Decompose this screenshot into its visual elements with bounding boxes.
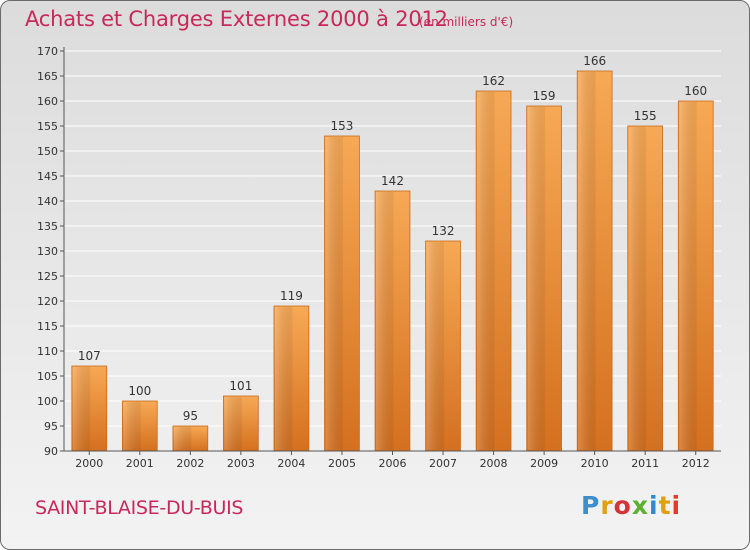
data-label: 155 [634,109,657,123]
data-label: 119 [280,289,303,303]
proxiti-logo: Proxiti [581,491,681,520]
y-tick-label: 90 [44,445,58,458]
bar-highlight [173,427,192,450]
chart-unit: (en milliers d'€) [419,15,514,29]
x-tick-label: 2006 [379,457,407,470]
x-tick-label: 2000 [75,457,103,470]
bar-highlight [224,397,242,450]
data-label: 166 [583,54,606,68]
y-tick-label: 135 [37,220,58,233]
x-tick-label: 2012 [682,457,710,470]
logo-letter: i [671,491,682,520]
y-tick-label: 120 [37,295,58,308]
data-label: 159 [533,89,556,103]
y-tick-label: 155 [37,120,58,133]
data-label: 132 [432,224,455,238]
bar-highlight [527,107,546,450]
x-tick-label: 2010 [581,457,609,470]
data-label: 153 [331,119,354,133]
y-tick-label: 160 [37,95,58,108]
bar-highlight [679,102,697,450]
y-tick-label: 140 [37,195,58,208]
logo-letter: i [649,491,659,520]
y-tick-label: 105 [37,370,58,383]
bar-highlight [274,307,293,450]
data-label: 95 [183,409,198,423]
y-tick-label: 145 [37,170,58,183]
x-axis-ticks: 2000 2001 2002 2003 2004 2005 2006 2007 2008 2009… [75,451,710,470]
x-tick-label: 2009 [530,457,558,470]
data-label: 107 [78,349,101,363]
y-tick-label: 95 [44,420,58,433]
logo-letter: t [658,491,672,520]
logo-letter: P [581,491,601,520]
bar-highlight [578,72,596,450]
x-tick-label: 2005 [328,457,356,470]
y-tick-label: 170 [37,45,58,58]
bar-highlight [426,242,445,450]
x-tick-label: 2001 [126,457,154,470]
x-tick-label: 2003 [227,457,255,470]
x-tick-label: 2004 [277,457,305,470]
y-tick-label: 130 [37,245,58,258]
x-tick-label: 2002 [176,457,204,470]
x-tick-label: 2007 [429,457,457,470]
data-label: 160 [684,84,707,98]
y-tick-label: 115 [37,320,58,333]
bar-highlight [628,127,647,450]
data-labels: 107 100 95 101 119 153 142 132 162 159 166 155 160 [78,54,707,423]
chart-title: Achats et Charges Externes 2000 à 2012 [25,7,448,31]
y-tick-label: 110 [37,345,58,358]
bar-highlight [376,192,394,450]
y-axis-ticks: 90 95 100 105 110 115 120 125 130 135 140 145 150 155… [37,45,64,458]
x-tick-label: 2011 [631,457,659,470]
bar-highlight [325,137,343,450]
bar-highlight [72,367,91,450]
x-tick-label: 2008 [480,457,508,470]
y-tick-label: 165 [37,70,58,83]
data-label: 100 [128,384,151,398]
logo-letter: o [613,491,632,520]
bars [71,70,714,452]
logo-letter: r [600,491,614,520]
logo-letter: x [631,491,649,520]
y-tick-label: 125 [37,270,58,283]
y-tick-label: 150 [37,145,58,158]
data-label: 162 [482,74,505,88]
bar-highlight [477,92,495,450]
data-label: 142 [381,174,404,188]
commune-name: SAINT-BLAISE-DU-BUIS [35,497,244,519]
y-tick-label: 100 [37,395,58,408]
bar-highlight [123,402,141,450]
data-label: 101 [229,379,252,393]
